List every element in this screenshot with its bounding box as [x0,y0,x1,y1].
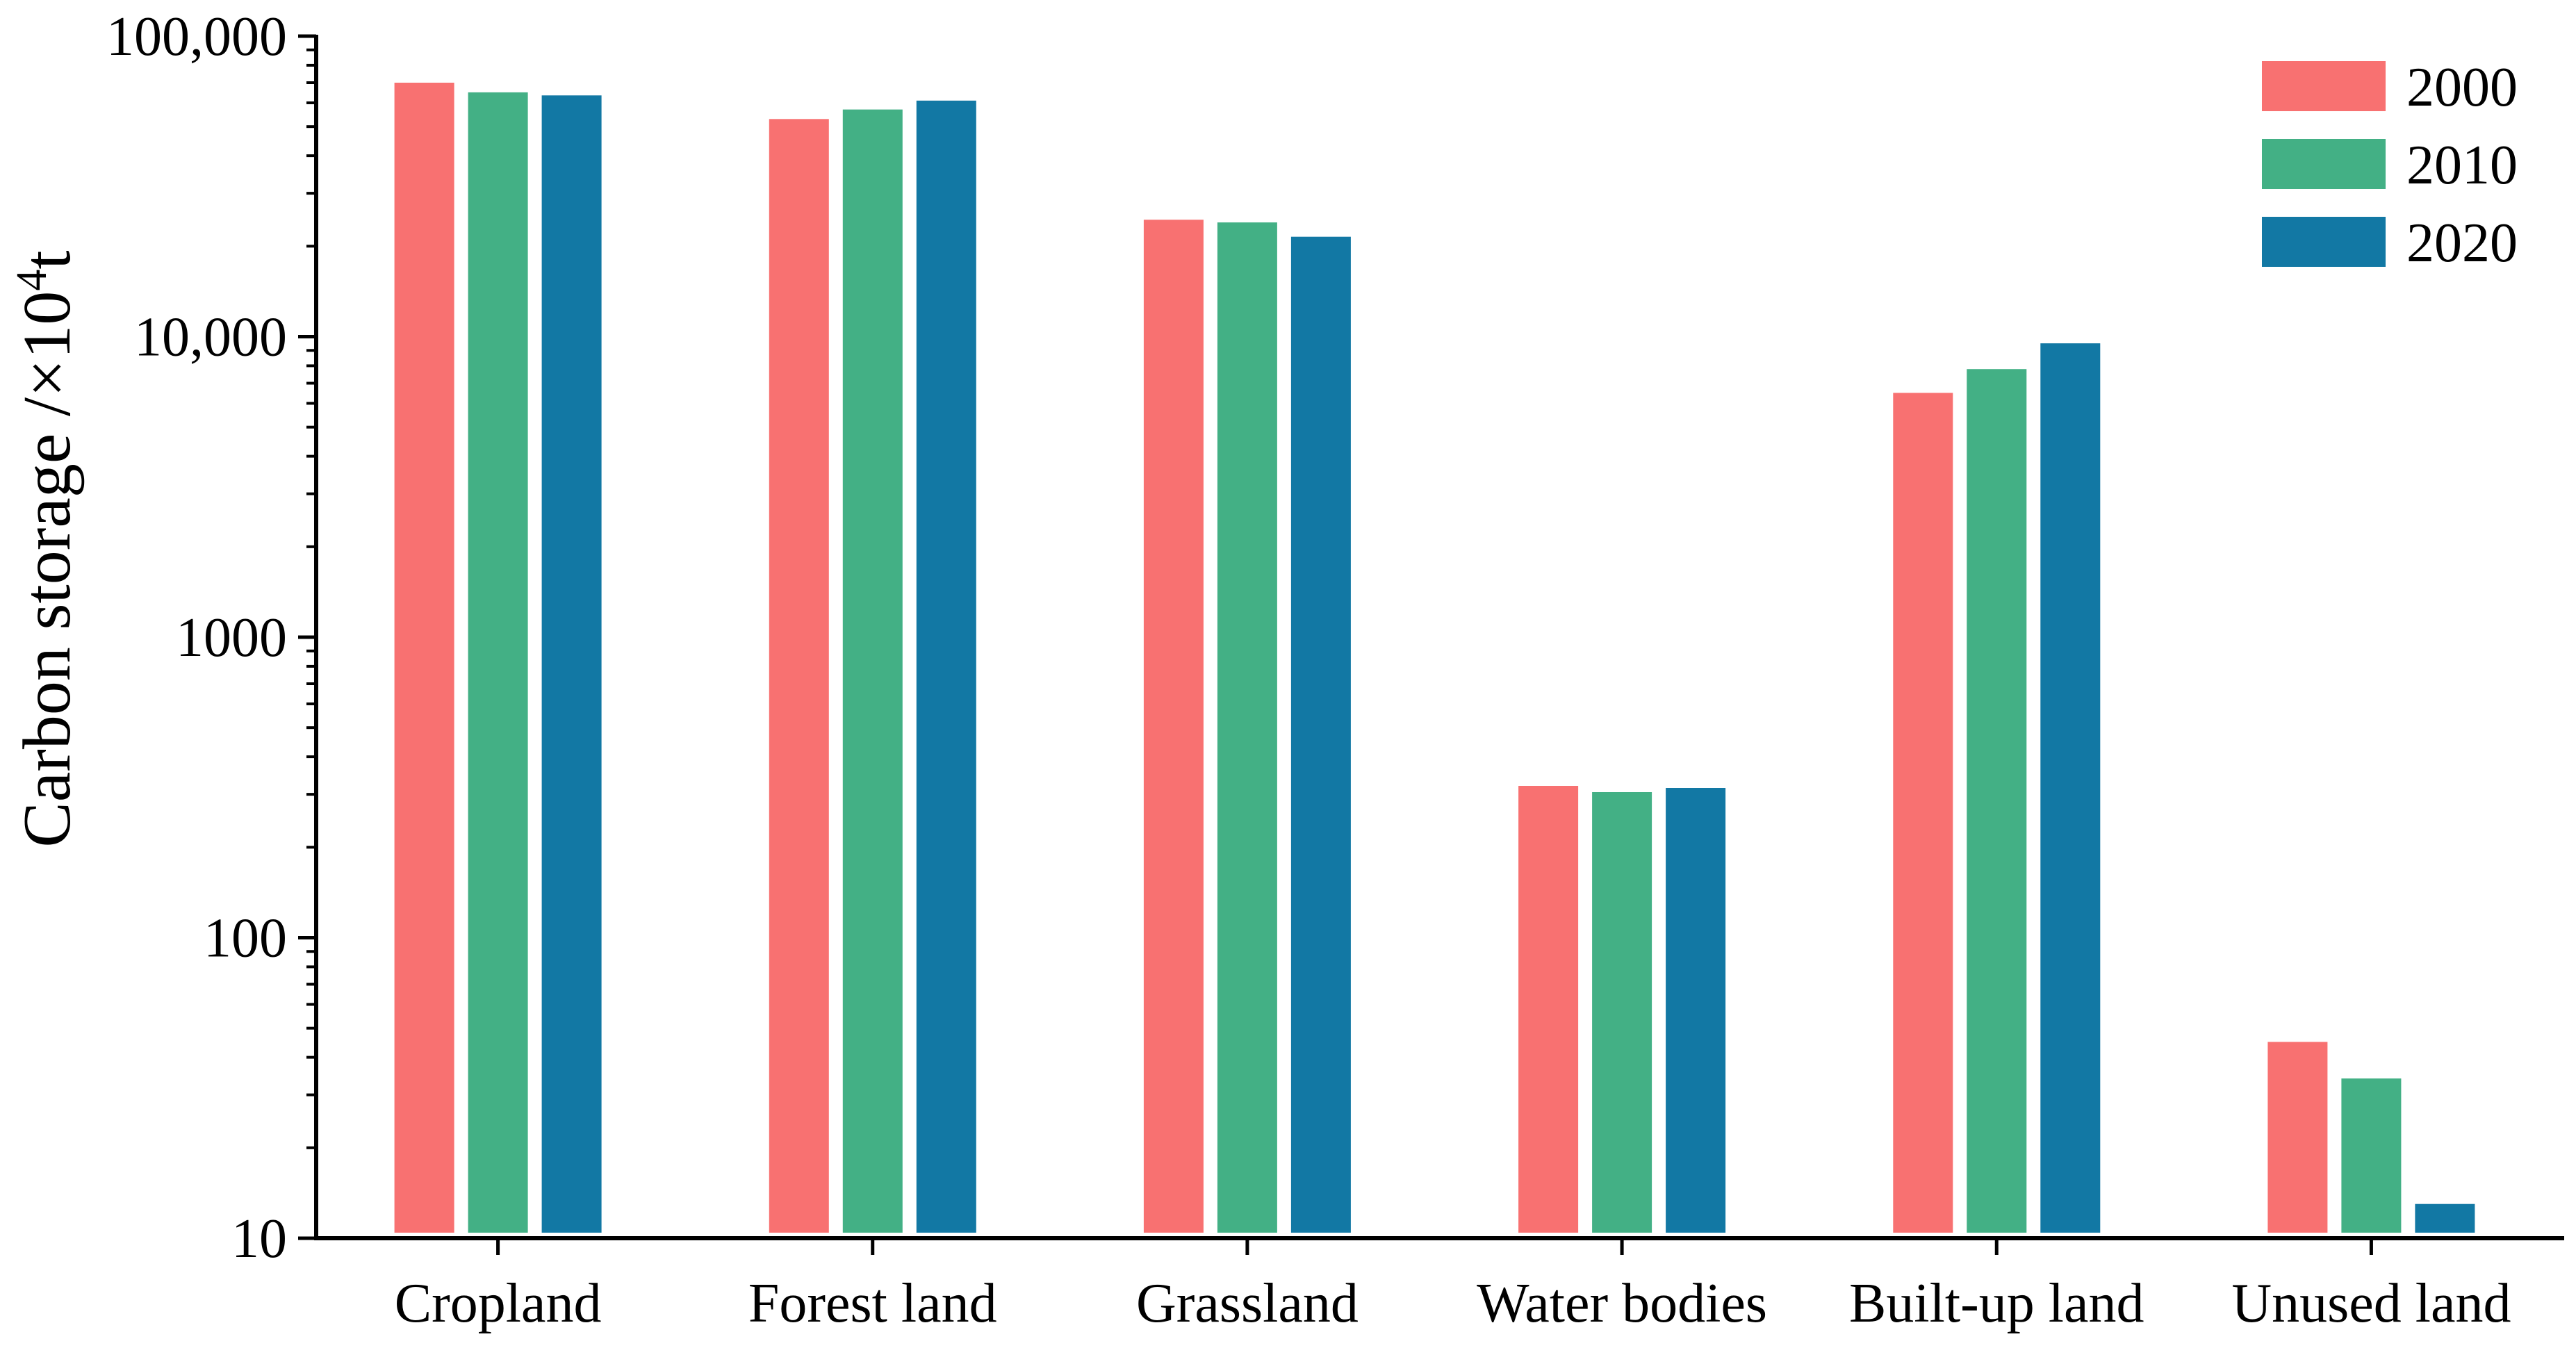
y-tick-label: 100 [204,908,287,969]
bar-cropland-2010 [468,92,528,1233]
legend-swatch-2020 [2262,217,2386,267]
bar-water-bodies-2000 [1518,786,1579,1233]
bar-forest-land-2000 [769,119,829,1233]
bar-water-bodies-2020 [1666,788,1726,1233]
y-tick-label: 10 [231,1208,287,1269]
x-tick-label: Grassland [1136,1273,1359,1334]
axes-layer [314,35,2564,1240]
legend-label-2010: 2010 [2406,135,2518,196]
bar-cropland-2000 [394,83,454,1233]
bar-water-bodies-2010 [1592,792,1652,1233]
legend-label-2000: 2000 [2406,57,2518,118]
bar-grassland-2010 [1217,222,1277,1233]
y-tick-label: 100,000 [106,6,287,67]
bar-forest-land-2020 [916,100,976,1233]
y-tick-label: 1000 [176,607,287,668]
ticks-layer [298,34,2373,1255]
legend-swatch-2010 [2262,139,2386,189]
x-tick-label: Built-up land [1849,1273,2144,1334]
legend: 2000 2010 2020 [2262,57,2518,274]
x-tick-label: Water bodies [1477,1273,1767,1334]
y-axis-title: Carbon storage /×104t [8,250,85,847]
x-tick-label: Forest land [748,1273,997,1334]
bar-built-up-land-2020 [2040,343,2101,1233]
y-tick-label: 10,000 [134,307,287,368]
bar-built-up-land-2010 [1967,369,2027,1233]
bar-unused-land-2020 [2415,1203,2475,1233]
bar-grassland-2000 [1143,220,1204,1233]
bar-grassland-2020 [1290,236,1351,1233]
bar-forest-land-2010 [842,109,903,1233]
legend-label-2020: 2020 [2406,213,2518,274]
bar-cropland-2020 [541,95,602,1233]
x-tick-label: Cropland [395,1273,602,1334]
labels-layer: 10 100 1000 10,000 100,000 Cropland Forest lan… [106,6,2511,1334]
x-tick-label: Unused land [2231,1273,2511,1334]
bars-layer [394,83,2475,1233]
y-axis-title-suffix: t [10,250,85,269]
bar-unused-land-2000 [2267,1042,2328,1233]
y-axis-title-superscript: 4 [8,270,56,291]
bar-built-up-land-2000 [1893,393,1953,1233]
bar-unused-land-2010 [2341,1078,2402,1233]
legend-swatch-2000 [2262,61,2386,111]
